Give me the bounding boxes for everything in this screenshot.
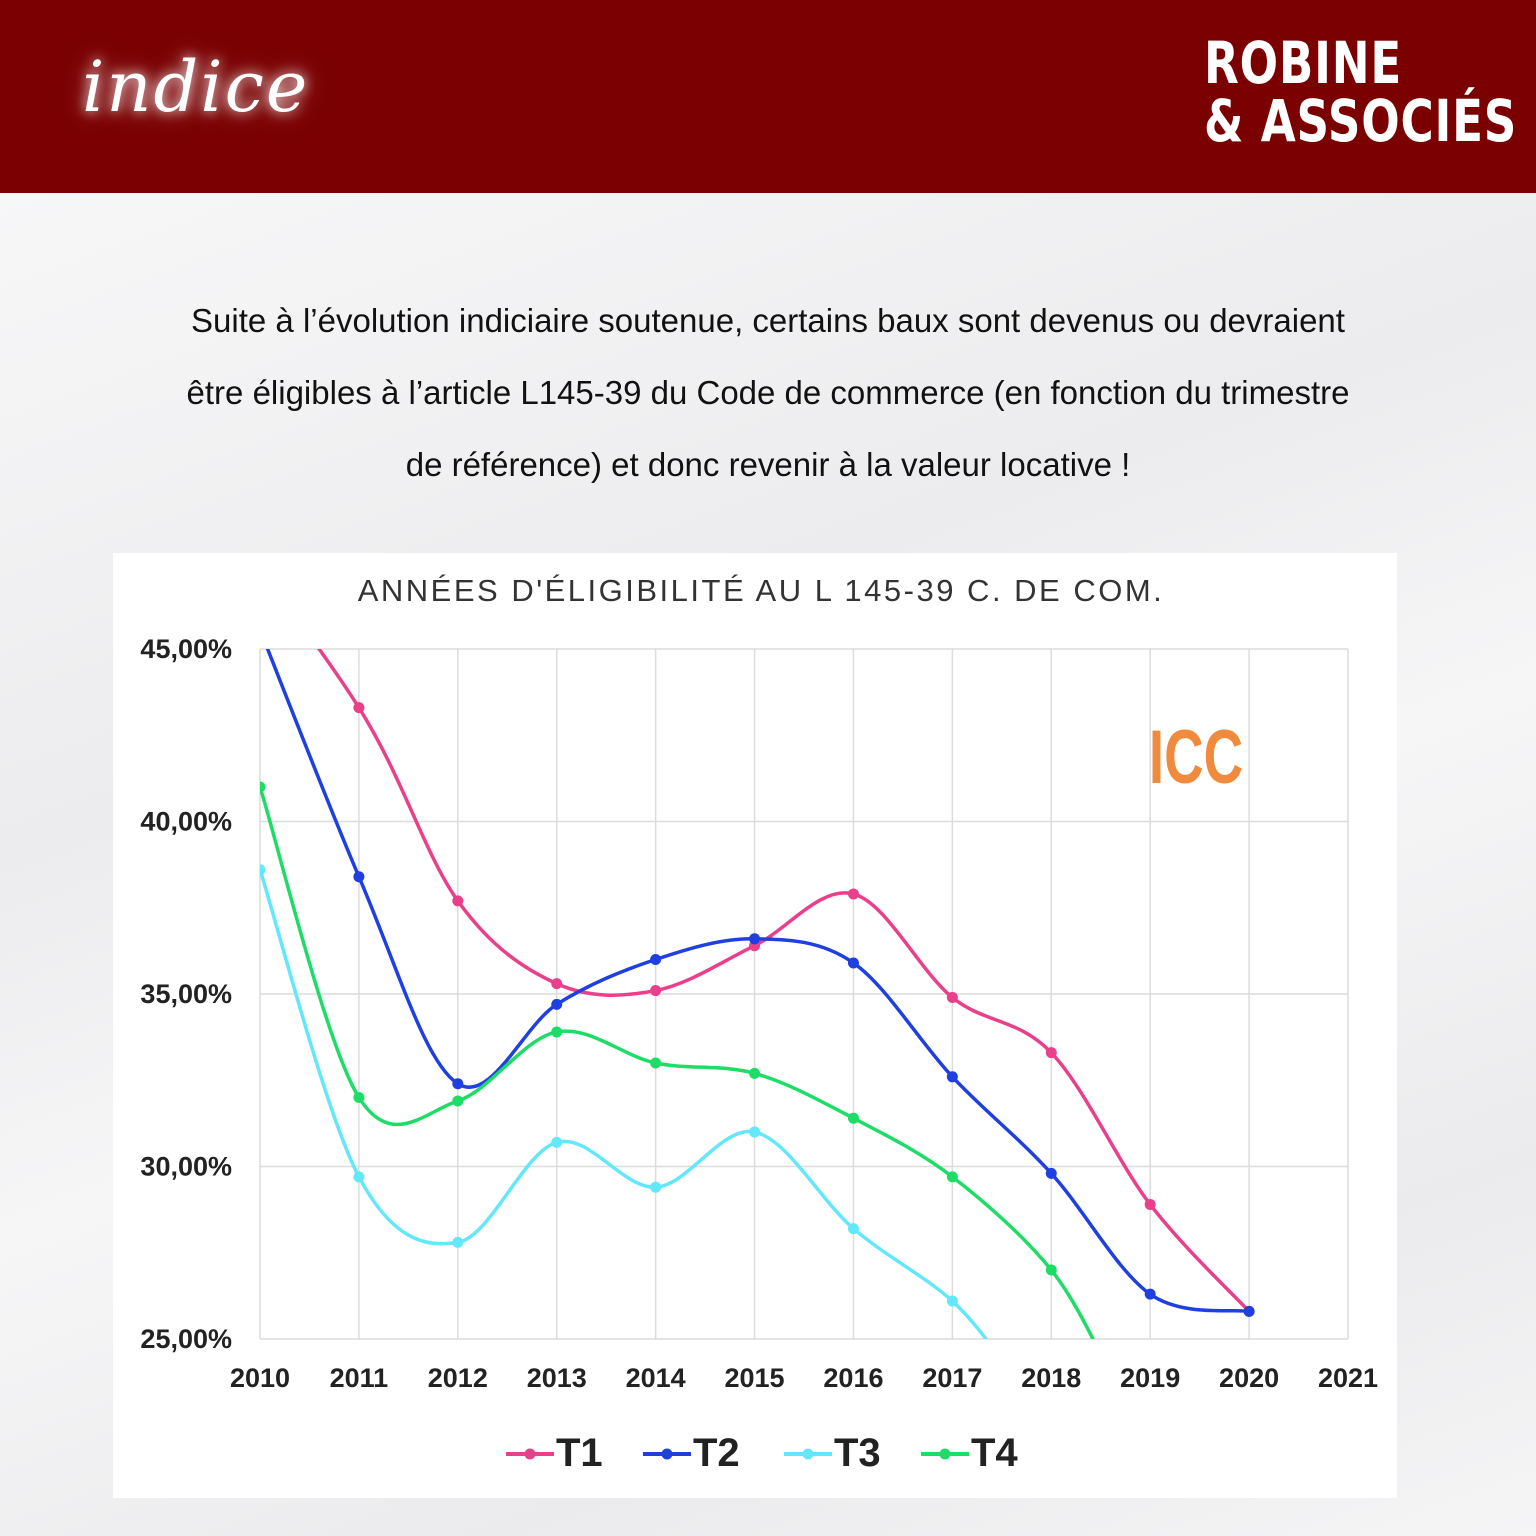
- y-tick-label: 45,00%: [140, 634, 232, 664]
- series-line-t3: [260, 869, 989, 1339]
- line-chart: ANNÉES D'ÉLIGIBILITÉ AU L 145-39 C. DE C…: [140, 573, 1378, 1475]
- logo-line-1: ROBINE: [1204, 29, 1403, 97]
- data-point-t4: [946, 1171, 958, 1183]
- icc-annotation: ICC: [1149, 715, 1243, 800]
- data-point-t3: [260, 864, 266, 876]
- legend-marker-t4: [939, 1448, 951, 1460]
- legend-label-t2: T2: [693, 1431, 740, 1475]
- data-point-t1: [551, 978, 563, 990]
- data-point-t4: [452, 1095, 464, 1107]
- data-point-t3: [749, 1126, 761, 1138]
- data-point-t2: [650, 954, 662, 965]
- data-point-t4: [551, 1026, 563, 1038]
- x-tick-label: 2014: [626, 1363, 686, 1393]
- intro-paragraph: Suite à l’évolution indiciaire soutenue,…: [60, 285, 1476, 501]
- x-tick-label: 2019: [1120, 1363, 1180, 1393]
- brand-script-logo: indice: [82, 46, 310, 128]
- intro-line-3: de référence) et donc revenir à la valeu…: [405, 446, 1131, 483]
- legend-label-t3: T3: [834, 1431, 881, 1475]
- data-point-t1: [1045, 1047, 1057, 1059]
- data-point-t2: [1243, 1305, 1255, 1317]
- legend-label-t1: T1: [556, 1431, 603, 1475]
- legend-marker-t1: [524, 1448, 536, 1460]
- intro-line-1: Suite à l’évolution indiciaire soutenue,…: [191, 302, 1345, 339]
- x-tick-label: 2018: [1021, 1363, 1081, 1393]
- data-point-t4: [650, 1057, 662, 1069]
- intro-line-2: être éligibles à l’article L145-39 du Co…: [186, 374, 1350, 411]
- legend-marker-t2: [661, 1448, 673, 1460]
- company-logo: ROBINE & ASSOCIÉS: [1204, 34, 1517, 150]
- data-point-t3: [551, 1136, 563, 1148]
- data-point-t1: [946, 991, 958, 1003]
- data-point-t3: [353, 1171, 365, 1183]
- series-line-t2: [265, 649, 1250, 1314]
- legend-marker-t3: [802, 1448, 814, 1460]
- x-tick-label: 2010: [230, 1363, 290, 1393]
- data-point-t1: [650, 985, 662, 997]
- data-point-t1: [1144, 1198, 1156, 1210]
- header-banner: indice ROBINE & ASSOCIÉS: [0, 0, 1536, 193]
- data-point-t1: [847, 888, 859, 900]
- chart-card: ANNÉES D'ÉLIGIBILITÉ AU L 145-39 C. DE C…: [113, 553, 1397, 1498]
- x-tick-label: 2016: [823, 1363, 883, 1393]
- x-tick-label: 2011: [330, 1363, 389, 1393]
- series-line-t1: [316, 649, 1251, 1313]
- y-tick-label: 30,00%: [140, 1152, 232, 1182]
- data-point-t4: [847, 1112, 859, 1124]
- data-point-t1: [452, 895, 464, 907]
- data-point-t2: [1144, 1288, 1156, 1300]
- data-point-t2: [551, 998, 563, 1010]
- data-point-t2: [1045, 1167, 1057, 1179]
- x-tick-label: 2020: [1219, 1363, 1279, 1393]
- y-tick-label: 40,00%: [140, 807, 232, 837]
- chart-title: ANNÉES D'ÉLIGIBILITÉ AU L 145-39 C. DE C…: [358, 573, 1165, 608]
- data-point-t3: [650, 1181, 662, 1193]
- data-point-t2: [353, 871, 365, 883]
- data-point-t2: [749, 933, 761, 945]
- data-point-t4: [260, 781, 266, 793]
- x-tick-label: 2012: [428, 1363, 488, 1393]
- data-point-t3: [946, 1295, 958, 1307]
- data-point-t3: [452, 1236, 464, 1248]
- x-tick-label: 2021: [1318, 1363, 1378, 1393]
- data-point-t1: [353, 702, 365, 714]
- x-tick-label: 2013: [527, 1363, 587, 1393]
- data-point-t4: [1045, 1264, 1057, 1276]
- data-point-t2: [946, 1071, 958, 1083]
- legend-label-t4: T4: [971, 1431, 1018, 1475]
- data-point-t4: [749, 1067, 761, 1079]
- y-tick-label: 35,00%: [140, 979, 232, 1009]
- x-tick-label: 2017: [922, 1363, 982, 1393]
- y-tick-label: 25,00%: [140, 1324, 232, 1354]
- x-tick-label: 2015: [725, 1363, 785, 1393]
- data-point-t3: [847, 1223, 859, 1235]
- series-line-t4: [260, 786, 1095, 1339]
- logo-line-2: & ASSOCIÉS: [1204, 87, 1518, 155]
- data-point-t2: [452, 1078, 464, 1090]
- data-point-t2: [847, 957, 859, 969]
- data-point-t4: [353, 1092, 365, 1103]
